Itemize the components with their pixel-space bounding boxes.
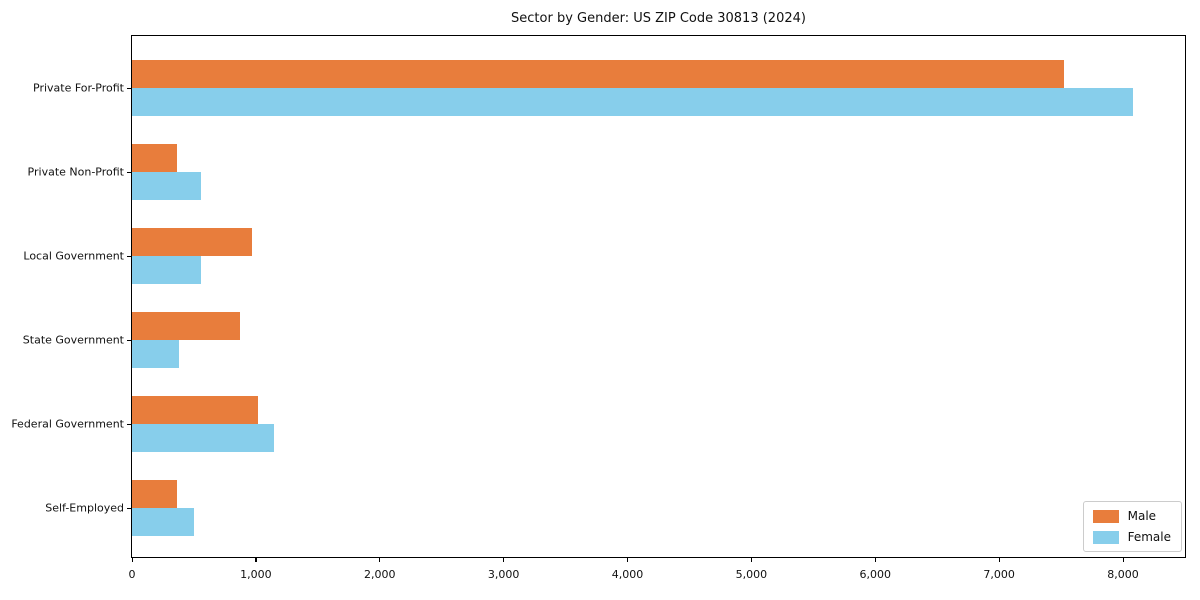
y-tick-mark-federal-government: [127, 424, 131, 426]
x-tick-mark-3000: [503, 558, 505, 562]
y-tick-mark-private-non-profit: [127, 172, 131, 174]
x-tick-mark-0: [131, 558, 133, 562]
legend-row-male: Male: [1092, 509, 1171, 523]
bar-female-state-government: [132, 340, 180, 368]
bar-male-local-government: [132, 228, 252, 256]
y-tick-mark-state-government: [127, 340, 131, 342]
x-tick-label-5000: 5,000: [735, 568, 768, 581]
bar-female-self-employed: [132, 508, 194, 536]
y-tick-label-local-government: Local Government: [23, 249, 124, 263]
x-tick-mark-7000: [998, 558, 1000, 562]
x-tick-mark-2000: [379, 558, 381, 562]
legend-swatch-male: [1092, 509, 1119, 523]
legend-label-male: Male: [1127, 509, 1157, 523]
x-tick-label-6000: 6,000: [859, 568, 892, 581]
x-tick-label-4000: 4,000: [611, 568, 644, 581]
legend: Male Female: [1082, 501, 1182, 552]
x-tick-mark-8000: [1122, 558, 1124, 562]
bar-male-state-government: [132, 312, 241, 340]
bar-female-private-non-profit: [132, 172, 201, 200]
bar-male-private-non-profit: [132, 144, 177, 172]
y-tick-mark-local-government: [127, 256, 131, 258]
x-tick-label-7000: 7,000: [983, 568, 1015, 581]
y-tick-mark-private-for-profit: [127, 88, 131, 90]
x-tick-mark-6000: [874, 558, 876, 562]
legend-swatch-female: [1092, 530, 1119, 544]
x-tick-label-0: 0: [128, 568, 136, 581]
bar-female-local-government: [132, 256, 202, 284]
y-tick-label-state-government: State Government: [22, 333, 124, 347]
x-tick-mark-4000: [627, 558, 629, 562]
y-tick-label-private-non-profit: Private Non-Profit: [27, 165, 124, 179]
legend-label-female: Female: [1127, 530, 1171, 544]
legend-row-female: Female: [1092, 530, 1171, 544]
bar-female-private-for-profit: [132, 88, 1133, 116]
y-tick-mark-self-employed: [127, 508, 131, 510]
x-tick-label-2000: 2,000: [364, 568, 396, 581]
x-tick-label-3000: 3,000: [487, 568, 520, 581]
x-tick-mark-1000: [255, 558, 257, 562]
plot-area: Male Female: [131, 35, 1186, 558]
x-tick-label-1000: 1,000: [240, 568, 272, 581]
bar-female-federal-government: [132, 424, 274, 452]
x-tick-label-8000: 8,000: [1107, 568, 1139, 581]
x-tick-mark-5000: [750, 558, 753, 562]
chart-title: Sector by Gender: US ZIP Code 30813 (202…: [511, 11, 806, 26]
bar-male-federal-government: [132, 396, 259, 424]
bar-male-self-employed: [132, 480, 177, 508]
bar-male-private-for-profit: [132, 60, 1064, 88]
y-tick-label-private-for-profit: Private For-Profit: [33, 81, 124, 95]
y-tick-label-federal-government: Federal Government: [11, 417, 124, 431]
y-tick-label-self-employed: Self-Employed: [45, 501, 124, 515]
